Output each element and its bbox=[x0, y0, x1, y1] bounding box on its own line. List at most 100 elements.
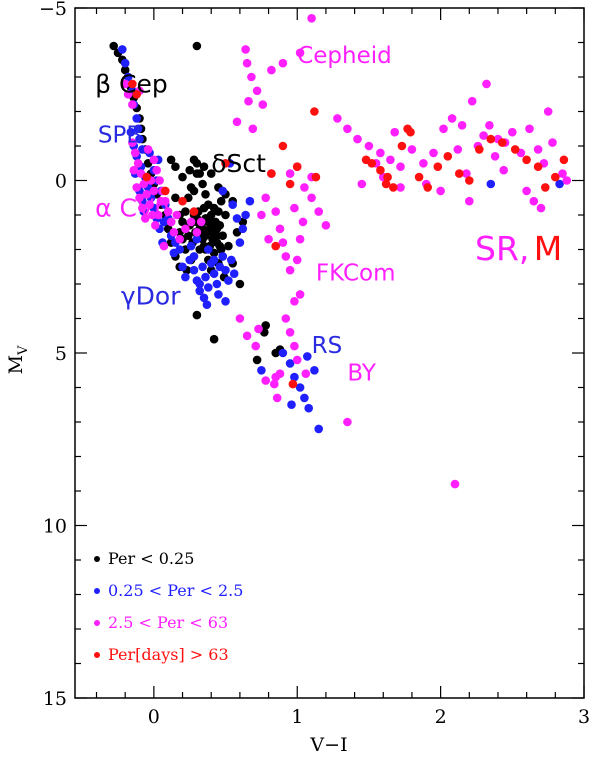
y-axis-title-main: M bbox=[5, 355, 27, 374]
data-point bbox=[367, 159, 377, 168]
y-tick-label: 0 bbox=[55, 171, 67, 193]
legend-label: Per < 0.25 bbox=[108, 549, 194, 568]
data-point bbox=[186, 217, 196, 227]
data-point bbox=[241, 210, 250, 220]
data-point bbox=[132, 183, 141, 192]
data-point bbox=[536, 203, 546, 213]
data-point bbox=[216, 245, 226, 254]
data-point bbox=[120, 58, 130, 68]
data-point bbox=[132, 90, 141, 99]
data-point bbox=[529, 196, 539, 206]
data-point bbox=[285, 328, 295, 337]
data-point bbox=[209, 255, 219, 265]
data-point bbox=[257, 210, 266, 220]
data-point bbox=[423, 183, 433, 192]
data-point bbox=[482, 79, 491, 89]
data-point bbox=[195, 279, 204, 289]
data-point bbox=[209, 269, 219, 279]
data-point bbox=[214, 290, 223, 299]
data-point bbox=[292, 255, 302, 265]
data-point bbox=[128, 100, 137, 109]
data-point bbox=[559, 155, 569, 165]
data-point bbox=[133, 159, 143, 168]
data-point bbox=[376, 165, 385, 175]
data-points bbox=[109, 13, 572, 489]
data-point bbox=[465, 176, 474, 185]
axis-tick-labels: 0 1 2 3 −5 0 5 10 15 bbox=[39, 0, 590, 728]
data-point bbox=[357, 179, 367, 189]
data-point bbox=[216, 196, 226, 206]
data-point bbox=[159, 217, 169, 227]
legend-marker bbox=[94, 620, 100, 626]
data-point bbox=[189, 265, 199, 275]
data-point bbox=[555, 179, 564, 189]
data-point bbox=[397, 141, 407, 151]
y-axis-title-sub: V bbox=[16, 345, 31, 356]
data-point bbox=[251, 341, 260, 351]
data-point bbox=[145, 200, 154, 209]
data-point bbox=[198, 262, 207, 272]
data-point bbox=[290, 297, 299, 306]
data-point bbox=[285, 169, 295, 178]
data-point bbox=[204, 245, 213, 254]
data-point bbox=[171, 162, 180, 171]
data-point bbox=[300, 393, 309, 403]
data-point bbox=[453, 145, 463, 154]
data-point bbox=[389, 183, 398, 192]
data-point bbox=[201, 272, 210, 282]
data-point bbox=[381, 179, 391, 189]
data-point bbox=[376, 148, 385, 158]
data-point bbox=[141, 214, 150, 223]
axis-ticks bbox=[75, 7, 585, 699]
data-point bbox=[120, 79, 130, 89]
data-point bbox=[257, 366, 266, 375]
data-point bbox=[455, 169, 464, 178]
data-point bbox=[178, 262, 187, 272]
data-point bbox=[292, 355, 302, 365]
data-point bbox=[235, 238, 245, 247]
data-point bbox=[429, 148, 438, 158]
data-point bbox=[290, 203, 299, 213]
data-point bbox=[333, 114, 342, 123]
data-point bbox=[290, 341, 299, 351]
data-point bbox=[178, 172, 187, 182]
annotation-label: δSct bbox=[211, 149, 266, 178]
data-point bbox=[221, 297, 230, 306]
data-point bbox=[135, 193, 144, 203]
data-point bbox=[314, 424, 324, 434]
data-point bbox=[281, 314, 291, 323]
data-point bbox=[353, 134, 362, 144]
data-point bbox=[232, 117, 242, 127]
data-point bbox=[288, 379, 298, 389]
data-point bbox=[175, 234, 184, 244]
data-point bbox=[244, 96, 253, 106]
x-tick-label: 2 bbox=[435, 706, 447, 728]
data-point bbox=[287, 400, 296, 410]
data-point bbox=[208, 228, 217, 237]
data-point bbox=[436, 186, 445, 196]
data-point bbox=[499, 165, 509, 175]
data-point bbox=[247, 72, 256, 82]
data-point bbox=[152, 165, 161, 175]
annotation-label: M bbox=[534, 229, 562, 268]
annotation-label: β Cep bbox=[95, 70, 168, 99]
data-point bbox=[232, 214, 242, 223]
data-point bbox=[510, 145, 520, 154]
data-point bbox=[181, 224, 190, 234]
annotation-label: SR, bbox=[475, 229, 529, 268]
data-point bbox=[126, 127, 136, 137]
data-point bbox=[149, 155, 159, 165]
data-point bbox=[310, 107, 319, 116]
data-point bbox=[181, 272, 190, 282]
data-point bbox=[295, 234, 305, 244]
data-point bbox=[278, 58, 288, 68]
data-point bbox=[467, 96, 477, 106]
data-point bbox=[196, 217, 206, 227]
data-point bbox=[414, 172, 424, 182]
data-point bbox=[192, 41, 202, 51]
data-point bbox=[224, 241, 233, 251]
data-point bbox=[242, 331, 252, 341]
data-point bbox=[202, 300, 212, 310]
data-point bbox=[278, 238, 288, 247]
data-point bbox=[198, 179, 207, 189]
